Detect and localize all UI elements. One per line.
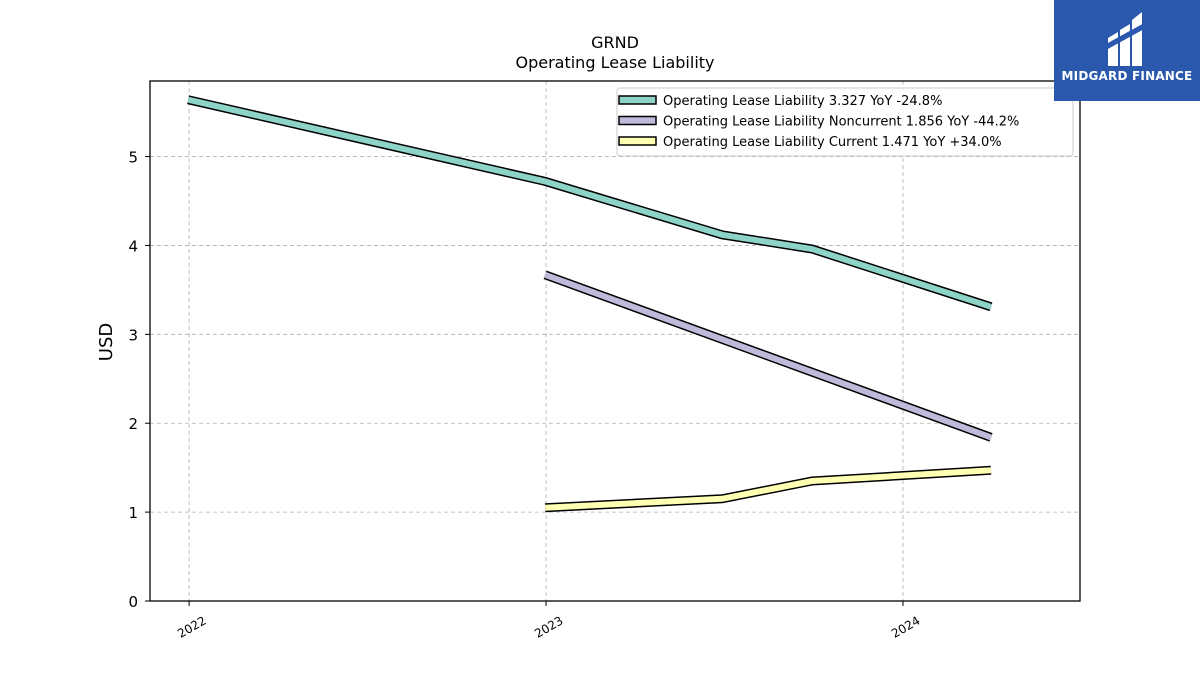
y-tick-label: 2 bbox=[128, 415, 138, 433]
midgard-finance-logo: MIDGARD FINANCE bbox=[1054, 0, 1200, 101]
y-tick-label: 0 bbox=[128, 593, 138, 611]
chart-subtitle: Operating Lease Liability bbox=[515, 53, 714, 72]
legend-label-1: Operating Lease Liability Noncurrent 1.8… bbox=[663, 115, 1019, 130]
y-tick-label: 1 bbox=[128, 504, 138, 522]
x-tick-label: 2022 bbox=[175, 613, 208, 640]
legend-swatch-0 bbox=[618, 95, 657, 105]
plot-frame bbox=[149, 80, 1081, 602]
axes: 0 1 2 3 4 5 2022 2023 2024 bbox=[128, 149, 922, 641]
chart-title: GRND bbox=[591, 33, 639, 52]
legend-label-2: Operating Lease Liability Current 1.471 … bbox=[663, 135, 1002, 150]
series-line-1 bbox=[544, 271, 993, 441]
logo-text: MIDGARD FINANCE bbox=[1061, 69, 1193, 83]
x-tick-label: 2024 bbox=[889, 613, 922, 640]
series-line-0 bbox=[187, 96, 992, 310]
legend: Operating Lease Liability 3.327 YoY -24.… bbox=[616, 87, 1074, 157]
legend-swatch-1 bbox=[618, 115, 657, 126]
x-tick-label: 2023 bbox=[532, 613, 565, 640]
grid bbox=[150, 81, 1080, 602]
legend-box bbox=[616, 87, 1074, 157]
series-line-2 bbox=[544, 467, 992, 511]
logo-mark-icon bbox=[1106, 12, 1146, 66]
legend-swatch-2 bbox=[618, 136, 657, 146]
y-tick-label: 3 bbox=[128, 326, 138, 344]
legend-label-0: Operating Lease Liability 3.327 YoY -24.… bbox=[663, 94, 942, 109]
series-layer bbox=[187, 95, 993, 513]
y-axis-label: USD bbox=[96, 323, 117, 361]
y-tick-label: 5 bbox=[128, 149, 138, 167]
y-tick-label: 4 bbox=[128, 237, 138, 255]
